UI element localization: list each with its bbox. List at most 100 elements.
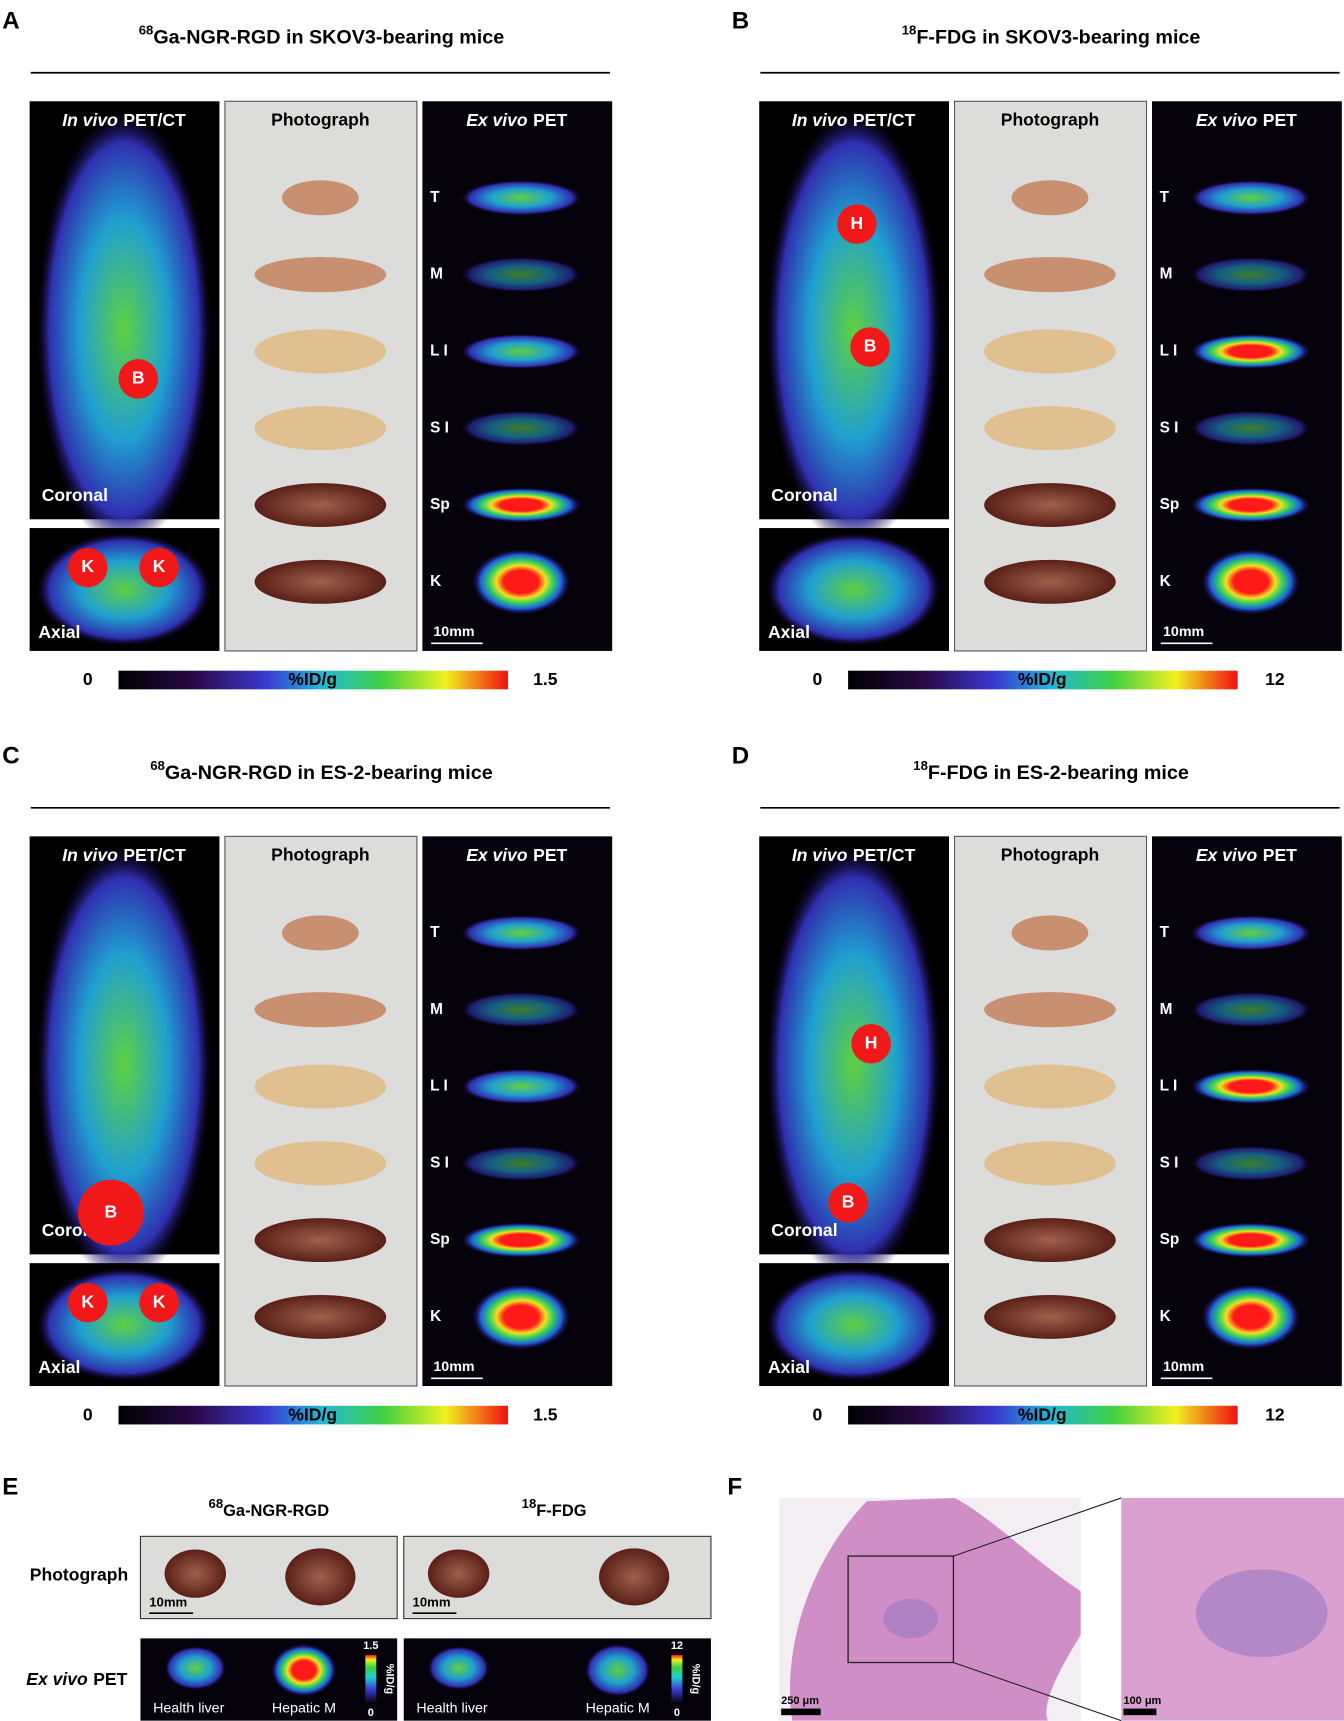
- scale-label: 250 μm: [781, 1695, 819, 1707]
- organ-signal: [460, 992, 582, 1028]
- organ-label: Sp: [1160, 1231, 1180, 1248]
- colorbar-max: 12: [671, 1640, 683, 1652]
- column-header-part: Ex vivo: [466, 845, 528, 865]
- column-header: Photograph: [1001, 110, 1099, 130]
- lesion: [883, 1598, 939, 1639]
- panel-title-part: Ga-NGR-RGD in ES-2-bearing mice: [165, 762, 493, 784]
- column-header: In vivo PET/CT: [62, 845, 186, 865]
- organ-signal: [1190, 1068, 1312, 1105]
- colorbar-min: 0: [812, 669, 822, 689]
- tissue: [1011, 915, 1089, 951]
- tissue: [254, 559, 387, 604]
- scale-label: 10mm: [433, 1359, 474, 1375]
- column-header: In vivo PET/CT: [792, 110, 916, 130]
- liver-signal: [427, 1646, 490, 1690]
- liver: [599, 1548, 670, 1606]
- column-header-part: PET: [533, 110, 567, 130]
- tissue: [281, 915, 359, 951]
- marker-label: K: [81, 1291, 94, 1311]
- organ-signal: [1190, 257, 1312, 293]
- column-header-part: In vivo: [62, 110, 118, 130]
- colorbar-min: 0: [83, 669, 93, 689]
- tissue: [254, 406, 387, 451]
- hot-spot: [139, 547, 179, 588]
- tissue: [254, 1218, 387, 1263]
- colorbar-label: %ID/g: [1018, 669, 1067, 689]
- organ-signal: [1190, 333, 1312, 369]
- view-label: Axial: [38, 622, 80, 642]
- panel-title-part: 18: [902, 23, 917, 38]
- colorbar-min: 0: [368, 1707, 374, 1719]
- organ-signal: [460, 410, 582, 446]
- organ-signal: [1201, 1283, 1301, 1350]
- organ-label: S I: [1160, 1154, 1179, 1171]
- view-label: Coronal: [42, 485, 108, 505]
- liver: [164, 1549, 227, 1598]
- organ-label: K: [430, 1308, 441, 1325]
- column-title: 18F-FDG: [522, 1496, 587, 1520]
- body-signal: [36, 845, 212, 1284]
- organ-label: M: [1160, 266, 1173, 283]
- panel-title-part: 18: [913, 758, 928, 773]
- organ-signal: [1190, 1145, 1312, 1181]
- tissue: [254, 1294, 387, 1339]
- marker-label: B: [132, 367, 145, 387]
- zoom-box: [847, 1555, 955, 1664]
- colorbar-label: %ID/g: [384, 1664, 396, 1694]
- column-header-part: In vivo: [62, 845, 118, 865]
- liver-signal: [584, 1643, 651, 1697]
- hot-spot: [851, 1023, 891, 1064]
- tissue: [254, 992, 387, 1028]
- panel-title-part: F-FDG in SKOV3-bearing mice: [916, 27, 1200, 49]
- marker-label: B: [104, 1201, 117, 1221]
- liver-signal: [164, 1646, 227, 1690]
- organ-signal: [1190, 410, 1312, 446]
- column-header-part: PET/CT: [853, 845, 916, 865]
- scale-label: 10mm: [1163, 624, 1204, 640]
- organ-label: T: [430, 189, 440, 206]
- panel-title: 68Ga-NGR-RGD in ES-2-bearing mice: [150, 758, 493, 784]
- column-title: 68Ga-NGR-RGD: [209, 1496, 330, 1520]
- organ-label: M: [430, 266, 443, 283]
- caption: Health liver: [416, 1700, 488, 1716]
- caption: Hepatic M: [586, 1700, 650, 1716]
- view-label: Axial: [38, 1357, 80, 1377]
- row-label-part: PET: [93, 1669, 127, 1689]
- column-header-part: PET: [1263, 845, 1297, 865]
- panel-letter: E: [2, 1473, 18, 1500]
- organ-label: T: [430, 924, 440, 941]
- scale-bar: [781, 1708, 821, 1716]
- organ-signal: [1201, 548, 1301, 615]
- colorbar-label: %ID/g: [288, 1404, 337, 1424]
- colorbar-max: 1.5: [533, 1404, 558, 1424]
- organ-label: S I: [430, 1154, 449, 1171]
- marker-label: K: [153, 556, 166, 576]
- colorbar-label: %ID/g: [288, 669, 337, 689]
- organ-signal: [460, 1145, 582, 1181]
- hot-spot: [68, 547, 108, 588]
- organ-signal: [1190, 915, 1312, 951]
- panel-title: 18F-FDG in ES-2-bearing mice: [913, 758, 1189, 784]
- panel-letter: A: [2, 8, 19, 35]
- column-header: In vivo PET/CT: [62, 110, 186, 130]
- liver: [427, 1549, 490, 1598]
- tissue: [984, 257, 1116, 293]
- tissue: [254, 1141, 387, 1186]
- tissue: [984, 1064, 1116, 1109]
- colorbar-label: %ID/g: [1018, 1404, 1067, 1424]
- hot-spot: [139, 1282, 179, 1323]
- view-label: Coronal: [771, 1220, 837, 1240]
- hot-spot: [68, 1282, 108, 1323]
- marker-label: B: [842, 1191, 855, 1211]
- column-title-part: 18: [522, 1496, 537, 1511]
- tissue: [984, 406, 1116, 451]
- column-header: Ex vivo PET: [1196, 845, 1297, 865]
- scale-bar: [1123, 1708, 1157, 1716]
- panel-letter: C: [2, 743, 19, 770]
- organ-label: M: [1160, 1001, 1173, 1018]
- colorbar-min: 0: [83, 1404, 93, 1424]
- organ-label: L I: [1160, 342, 1178, 359]
- organ-signal: [460, 1068, 582, 1105]
- column-header-part: In vivo: [792, 845, 848, 865]
- organ-label: K: [1160, 1308, 1171, 1325]
